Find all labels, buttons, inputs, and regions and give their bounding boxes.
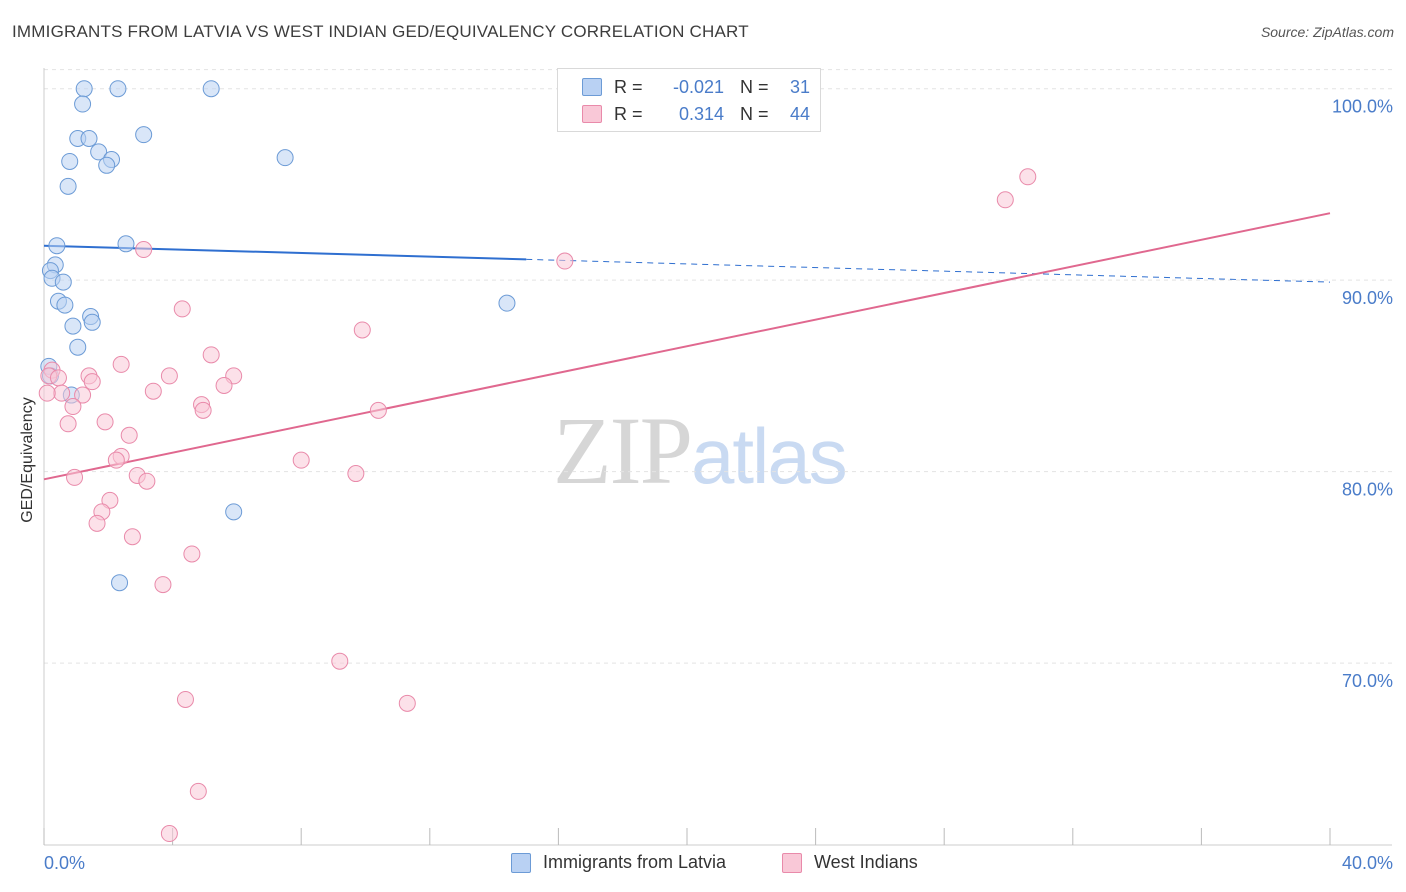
west-indians-point	[1019, 168, 1037, 186]
legend-label-west-indians: West Indians	[814, 852, 918, 872]
n-value: 44	[789, 103, 810, 124]
west-indians-point	[107, 451, 125, 469]
west-indians-point	[176, 690, 194, 708]
west-indians-point	[189, 782, 207, 800]
west-indians-point	[353, 321, 371, 339]
stats-legend-row-latvia: R = -0.021 N = 31	[582, 75, 810, 99]
axes	[43, 68, 1392, 846]
latvia-point	[59, 177, 77, 195]
data-points	[38, 80, 1037, 843]
latvia-point	[75, 80, 93, 98]
watermark-atlas: atlas	[691, 412, 848, 500]
gridlines	[44, 69, 1392, 664]
stats-legend: R = -0.021 N = 31 R = 0.314 N = 44	[557, 68, 821, 132]
west-indians-point	[194, 401, 212, 419]
latvia-point	[111, 574, 129, 592]
latvia-point	[225, 503, 243, 521]
latvia-point	[90, 143, 108, 161]
west-indians-point	[202, 346, 220, 364]
stats-legend-row-west-indians: R = 0.314 N = 44	[582, 102, 810, 126]
west-indians-point	[369, 401, 387, 419]
west-indians-point	[160, 367, 178, 385]
latvia-point	[69, 338, 87, 356]
latvia-point	[202, 80, 220, 98]
west-indians-point	[38, 384, 56, 402]
west-indians-point	[160, 825, 178, 843]
west-indians-point	[292, 451, 310, 469]
west-indians-point	[64, 398, 82, 416]
latvia-point	[61, 152, 79, 170]
trend-lines	[43, 212, 1331, 481]
legend-label-latvia: Immigrants from Latvia	[543, 852, 727, 872]
legend-item-west-indians[interactable]: West Indians	[782, 852, 918, 873]
y-tick-label: 100.0%	[1332, 97, 1393, 117]
tick-labels: 70.0% 80.0% 90.0% 100.0% 0.0% 40.0%	[44, 97, 1393, 873]
west-indians-point	[74, 386, 92, 404]
r-value: -0.021	[672, 76, 724, 97]
west-indians-point	[101, 491, 119, 509]
latvia-point	[83, 313, 101, 331]
x-tick-label: 0.0%	[44, 853, 85, 873]
west-indians-point	[120, 426, 138, 444]
latvia-point	[64, 317, 82, 335]
west-indians-point	[398, 694, 416, 712]
latvia-point	[109, 80, 127, 98]
latvia-point	[117, 235, 135, 253]
latvia-legend-icon	[511, 852, 531, 873]
west-indians-point	[66, 468, 84, 486]
west-indians-point	[138, 472, 156, 490]
west-indians-point	[123, 528, 141, 546]
west-indians-point	[154, 576, 172, 594]
y-tick-label: 90.0%	[1342, 288, 1393, 308]
chart-title: IMMIGRANTS FROM LATVIA VS WEST INDIAN GE…	[12, 22, 749, 41]
west-indians-point	[331, 652, 349, 670]
n-value: 31	[789, 76, 810, 97]
latvia-point	[56, 296, 74, 314]
latvia-point	[135, 126, 153, 144]
n-label: N =	[740, 103, 769, 124]
latvia-point	[48, 237, 66, 255]
west-indians-point	[215, 376, 233, 394]
latvia-point	[98, 156, 116, 174]
west-indians-legend-icon	[782, 852, 802, 873]
west-indians-point	[173, 300, 191, 318]
west-indians-point	[49, 369, 67, 387]
latvia-point	[276, 149, 294, 167]
r-value: 0.314	[678, 103, 724, 124]
west-indians-trend-line	[43, 212, 1331, 481]
west-indians-point	[83, 373, 101, 391]
west-indians-swatch-icon	[582, 105, 602, 123]
r-label: R =	[614, 103, 643, 124]
x-tick-label: 40.0%	[1342, 853, 1393, 873]
west-indians-point	[135, 241, 153, 259]
west-indians-point	[112, 355, 130, 373]
r-label: R =	[614, 76, 643, 97]
latvia-point	[80, 130, 98, 147]
y-tick-label: 80.0%	[1342, 480, 1393, 500]
west-indians-point	[53, 384, 71, 402]
latvia-swatch-icon	[582, 78, 602, 96]
source-label: Source: ZipAtlas.com	[1260, 24, 1394, 40]
n-label: N =	[740, 76, 769, 97]
west-indians-point	[88, 514, 106, 532]
latvia-point	[74, 95, 92, 113]
y-tick-label: 70.0%	[1342, 671, 1393, 691]
legend-item-latvia[interactable]: Immigrants from Latvia	[511, 852, 726, 873]
west-indians-point	[183, 545, 201, 563]
west-indians-point	[996, 191, 1014, 209]
latvia-trend-line-extrapolated	[526, 258, 1331, 283]
latvia-point	[54, 273, 72, 291]
latvia-trend-line	[43, 244, 527, 261]
watermark-zip: ZIP	[553, 397, 693, 504]
west-indians-point	[96, 413, 114, 431]
watermark: ZIPatlas	[553, 395, 848, 506]
west-indians-point	[556, 252, 574, 270]
latvia-point	[498, 294, 516, 312]
west-indians-point	[144, 382, 162, 400]
west-indians-point	[59, 415, 77, 433]
west-indians-point	[347, 465, 365, 483]
